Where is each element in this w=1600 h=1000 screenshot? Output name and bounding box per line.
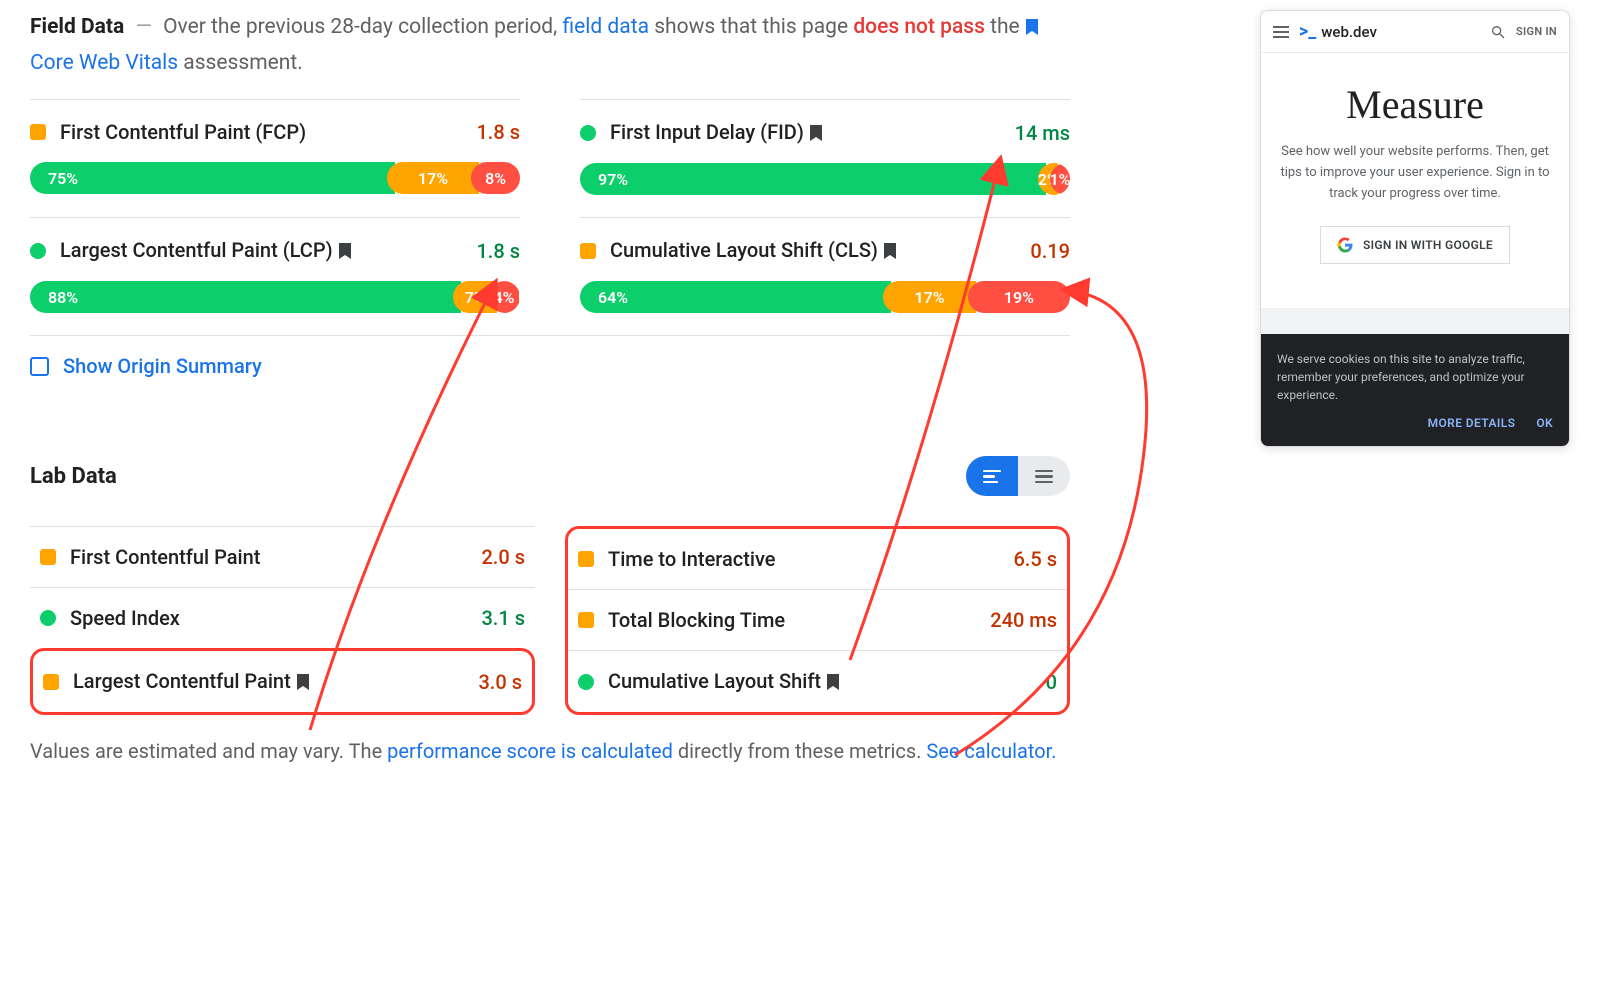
field-data-heading: Field Data — [30, 15, 124, 39]
metric-name: First Contentful Paint (FCP) — [60, 120, 462, 144]
hamburger-icon[interactable] — [1273, 26, 1289, 38]
field-metric: First Contentful Paint (FCP) 1.8 s 75%17%… — [30, 99, 520, 217]
checkbox-icon[interactable] — [30, 357, 49, 376]
field-data-link[interactable]: field data — [563, 15, 650, 39]
mobile-desc: See how well your website performs. Then… — [1279, 142, 1551, 204]
metric-value: 1.8 s — [476, 120, 520, 144]
lab-metric-value: 3.0 s — [478, 670, 522, 694]
mobile-title: Measure — [1279, 81, 1551, 128]
brand[interactable]: >_ web.dev — [1299, 21, 1480, 42]
core-web-vitals-link[interactable]: Core Web Vitals — [30, 51, 178, 75]
status-icon — [30, 243, 46, 259]
lab-metric-name: Total Blocking Time — [608, 608, 976, 632]
lab-data-heading: Lab Data — [30, 464, 117, 489]
sign-in-link[interactable]: SIGN IN — [1516, 25, 1557, 38]
lab-metric-row: Cumulative Layout Shift 0 — [568, 650, 1067, 712]
lab-metric-name: Speed Index — [70, 606, 467, 630]
lab-metric-name: Cumulative Layout Shift — [608, 669, 1032, 694]
google-signin-button[interactable]: SIGN IN WITH GOOGLE — [1320, 226, 1510, 264]
highlighted-group: Time to Interactive 6.5 sTotal Blocking … — [565, 526, 1070, 715]
status-icon — [578, 551, 594, 567]
status-icon — [578, 674, 594, 690]
field-data-intro: Field Data — Over the previous 28-day co… — [30, 10, 1070, 81]
google-icon — [1337, 237, 1353, 253]
lab-metric-name: Time to Interactive — [608, 547, 999, 571]
lab-metric-name: First Contentful Paint — [70, 545, 467, 569]
mobile-preview: >_ web.dev SIGN IN Measure See how well … — [1260, 10, 1570, 447]
metric-name: Cumulative Layout Shift (CLS) — [610, 238, 1016, 263]
lab-metric-row: First Contentful Paint 2.0 s — [30, 526, 535, 587]
status-icon — [43, 674, 59, 690]
status-icon — [30, 124, 46, 140]
lab-metric-row: Largest Contentful Paint 3.0 s — [33, 651, 532, 712]
metric-value: 0.19 — [1030, 239, 1070, 263]
search-icon[interactable] — [1490, 24, 1506, 40]
lab-footnote: Values are estimated and may vary. The p… — [30, 735, 1070, 767]
distribution-bar: 88%7%4% — [30, 281, 520, 313]
field-metric: First Input Delay (FID) 14 ms 97%2%1% — [580, 99, 1070, 217]
lab-metric-value: 240 ms — [990, 608, 1057, 632]
bookmark-icon — [883, 242, 897, 263]
bookmark-icon — [1025, 18, 1039, 39]
lab-metrics-grid: First Contentful Paint 2.0 sSpeed Index … — [30, 526, 1070, 715]
metric-value: 1.8 s — [476, 239, 520, 263]
field-metric: Cumulative Layout Shift (CLS) 0.19 64%17%… — [580, 217, 1070, 335]
brand-icon: >_ — [1299, 21, 1316, 42]
view-toggle-left[interactable] — [966, 456, 1018, 496]
bookmark-icon — [296, 673, 310, 694]
distribution-bar: 97%2%1% — [580, 163, 1070, 195]
metric-name: First Input Delay (FID) — [610, 120, 1001, 145]
highlighted-group: Largest Contentful Paint 3.0 s — [30, 648, 535, 715]
view-toggle[interactable] — [966, 456, 1070, 496]
assessment-fail: does not pass — [853, 15, 985, 39]
metric-name: Largest Contentful Paint (LCP) — [60, 238, 462, 263]
cookie-more-details[interactable]: MORE DETAILS — [1428, 416, 1516, 430]
lab-metric-name: Largest Contentful Paint — [73, 669, 464, 694]
view-toggle-right[interactable] — [1018, 456, 1070, 496]
cookie-ok[interactable]: OK — [1536, 416, 1553, 430]
status-icon — [580, 125, 596, 141]
show-origin-summary[interactable]: Show Origin Summary — [30, 335, 1070, 396]
lab-metric-value: 2.0 s — [481, 545, 525, 569]
bookmark-icon — [338, 242, 352, 263]
field-metrics-grid: First Contentful Paint (FCP) 1.8 s 75%17%… — [30, 99, 1070, 335]
status-icon — [40, 549, 56, 565]
lab-metric-value: 3.1 s — [481, 606, 525, 630]
lab-metric-row: Speed Index 3.1 s — [30, 587, 535, 648]
status-icon — [578, 612, 594, 628]
status-icon — [40, 610, 56, 626]
lab-metric-value: 0 — [1046, 670, 1057, 694]
lab-metric-row: Total Blocking Time 240 ms — [568, 589, 1067, 650]
bookmark-icon — [809, 124, 823, 145]
bookmark-icon — [826, 673, 840, 694]
perf-score-link[interactable]: performance score is calculated — [387, 739, 673, 763]
status-icon — [580, 243, 596, 259]
field-metric: Largest Contentful Paint (LCP) 1.8 s 88%7… — [30, 217, 520, 335]
lab-metric-value: 6.5 s — [1013, 547, 1057, 571]
distribution-bar: 75%17%8% — [30, 162, 520, 194]
lab-metric-row: Time to Interactive 6.5 s — [568, 529, 1067, 589]
see-calculator-link[interactable]: See calculator. — [926, 739, 1056, 763]
metric-value: 14 ms — [1015, 121, 1070, 145]
cookie-banner: We serve cookies on this site to analyze… — [1261, 334, 1569, 446]
distribution-bar: 64%17%19% — [580, 281, 1070, 313]
